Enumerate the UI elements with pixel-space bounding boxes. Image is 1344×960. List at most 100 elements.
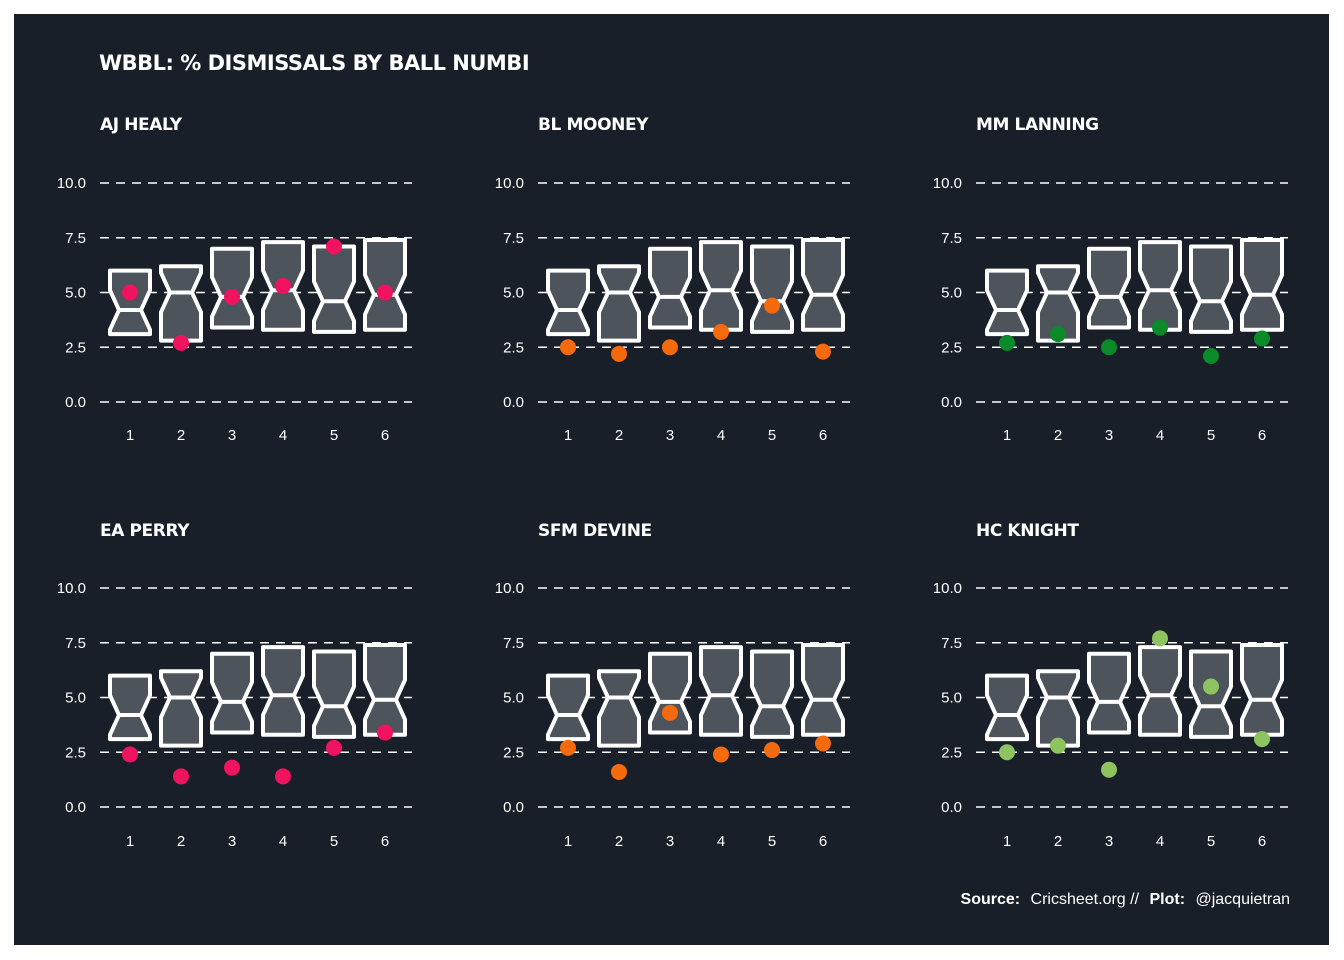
data-point: [1254, 330, 1270, 347]
x-tick-label: 4: [1156, 833, 1164, 850]
facet-ea-perry: EA PERRY 0.0 2.5 5.0 7.5 10.0 1 2 3 4 5 6: [57, 521, 412, 850]
caption-plot-label: Plot:: [1149, 891, 1185, 908]
x-tick-label: 5: [1207, 427, 1215, 444]
box-ball-6: [801, 642, 845, 737]
x-tick-label: 3: [666, 427, 674, 444]
x-tick-label: 6: [381, 833, 389, 850]
chart-panel: WBBL: % DISMISSALS BY BALL NUMBI AJ HEAL…: [14, 14, 1329, 945]
data-point: [1203, 348, 1219, 365]
x-tick-label: 3: [1105, 427, 1113, 444]
x-tick-label: 1: [126, 833, 134, 850]
x-tick-label: 1: [1003, 427, 1011, 444]
data-point: [326, 238, 342, 255]
x-tick-label: 5: [330, 427, 338, 444]
data-point: [1050, 326, 1066, 343]
data-point: [122, 284, 138, 301]
y-tick-label: 2.5: [941, 339, 962, 356]
box-ball-1: [985, 673, 1029, 742]
y-tick-label: 7.5: [941, 635, 962, 652]
box-ball-6: [801, 237, 845, 332]
y-tick-label: 0.0: [65, 799, 86, 816]
x-tick-label: 5: [768, 427, 776, 444]
box-ball-6: [1240, 642, 1284, 737]
data-point: [224, 759, 240, 776]
caption-source-text: Cricsheet.org //: [1031, 891, 1140, 908]
box-ball-1: [546, 268, 590, 337]
x-tick-label: 1: [564, 427, 572, 444]
data-point: [999, 334, 1015, 351]
facet-title: BL MOONEY: [538, 115, 649, 135]
y-tick-label: 5.0: [65, 285, 86, 302]
x-tick-label: 5: [768, 833, 776, 850]
data-point: [1101, 761, 1117, 778]
x-tick-label: 3: [1105, 833, 1113, 850]
y-tick-label: 0.0: [503, 394, 524, 411]
y-tick-label: 10.0: [933, 580, 962, 597]
x-tick-label: 4: [1156, 427, 1164, 444]
y-tick-label: 5.0: [941, 690, 962, 707]
x-tick-label: 6: [1258, 833, 1266, 850]
data-point: [662, 339, 678, 356]
box-ball-1: [108, 673, 152, 742]
y-tick-label: 10.0: [495, 580, 524, 597]
box-ball-2: [1036, 264, 1080, 343]
y-tick-label: 7.5: [65, 635, 86, 652]
box-ball-3: [648, 651, 692, 735]
box-ball-2: [1036, 669, 1080, 748]
x-tick-label: 3: [666, 833, 674, 850]
box-ball-5: [750, 649, 794, 739]
x-tick-label: 5: [1207, 833, 1215, 850]
caption-plot-text: @jacquietran: [1195, 891, 1290, 908]
y-tick-label: 2.5: [503, 744, 524, 761]
box-ball-4: [1138, 645, 1182, 737]
x-tick-label: 4: [279, 833, 287, 850]
box-ball-1: [985, 268, 1029, 337]
box-ball-5: [750, 244, 794, 334]
data-point: [815, 735, 831, 752]
data-point: [275, 768, 291, 785]
x-tick-label: 4: [279, 427, 287, 444]
facet-title: SFM DEVINE: [538, 521, 652, 541]
data-point: [662, 704, 678, 721]
facet-title: AJ HEALY: [100, 115, 183, 135]
x-tick-label: 2: [177, 427, 185, 444]
chart-title: WBBL: % DISMISSALS BY BALL NUMBI: [99, 51, 529, 75]
data-point: [560, 739, 576, 756]
y-tick-label: 7.5: [503, 635, 524, 652]
data-point: [611, 763, 627, 780]
data-point: [815, 343, 831, 360]
x-tick-label: 6: [819, 427, 827, 444]
data-point: [611, 345, 627, 362]
facet-sfm-devine: SFM DEVINE 0.0 2.5 5.0 7.5 10.0 1 2 3 4 5 6: [495, 521, 850, 850]
data-point: [1101, 339, 1117, 356]
x-tick-label: 2: [1054, 427, 1062, 444]
box-ball-4: [699, 240, 743, 332]
box-ball-6: [1240, 237, 1284, 332]
x-tick-label: 3: [228, 833, 236, 850]
y-tick-label: 10.0: [495, 175, 524, 192]
data-point: [764, 742, 780, 759]
x-tick-label: 1: [564, 833, 572, 850]
y-tick-label: 2.5: [941, 744, 962, 761]
facet-hc-knight: HC KNIGHT 0.0 2.5 5.0 7.5 10.0 1 2 3 4 5 6: [933, 521, 1288, 850]
box-ball-3: [1087, 246, 1131, 330]
box-ball-3: [210, 246, 254, 330]
data-point: [1152, 319, 1168, 336]
box-ball-4: [699, 645, 743, 737]
x-tick-label: 4: [717, 427, 725, 444]
y-tick-label: 5.0: [941, 285, 962, 302]
box-ball-4: [261, 645, 305, 737]
data-point: [713, 323, 729, 340]
box-ball-3: [210, 651, 254, 735]
data-point: [377, 284, 393, 301]
facet-mm-lanning: MM LANNING 0.0 2.5 5.0 7.5 10.0 1 2 3 4 5 6: [933, 115, 1288, 444]
plot-caption: Source: Cricsheet.org // Plot: @jacquiet…: [961, 891, 1290, 908]
y-tick-label: 10.0: [933, 175, 962, 192]
data-point: [122, 746, 138, 763]
x-tick-label: 6: [381, 427, 389, 444]
data-point: [764, 297, 780, 314]
data-point: [1152, 630, 1168, 647]
data-point: [1203, 678, 1219, 695]
box-ball-5: [1189, 244, 1233, 334]
y-tick-label: 7.5: [941, 230, 962, 247]
